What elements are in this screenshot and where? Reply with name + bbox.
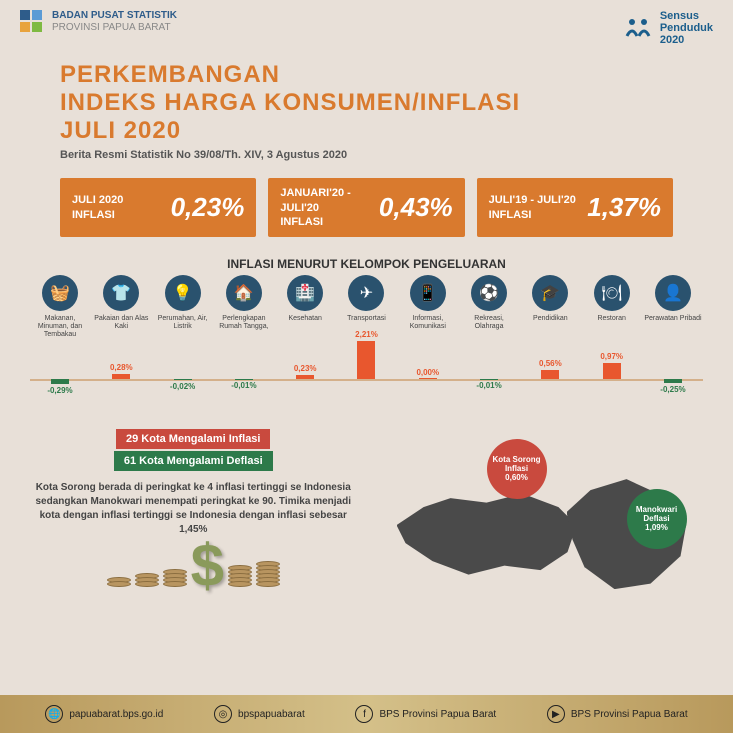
- category-icon: 🧺: [42, 275, 78, 311]
- footer-link[interactable]: ▶BPS Provinsi Papua Barat: [547, 705, 688, 723]
- category-item: 👕Pakaian dan Alas Kaki: [91, 275, 151, 333]
- map-dot-manokwari: Manokwari Deflasi 1,09%: [627, 489, 687, 549]
- bar-slot: -0,02%: [153, 339, 213, 419]
- footer-link[interactable]: ◎bpspapuabarat: [214, 705, 305, 723]
- category-icon: 📱: [410, 275, 446, 311]
- money-illustration: $: [30, 545, 357, 587]
- category-icon: 👤: [655, 275, 691, 311]
- footer-link[interactable]: 🌐papuabarat.bps.go.id: [45, 705, 163, 723]
- org-name-1: BADAN PUSAT STATISTIK: [52, 10, 177, 22]
- org-name-2: PROVINSI PAPUA BARAT: [52, 22, 177, 34]
- bar-slot: 0,56%: [520, 339, 580, 419]
- bar-slot: 0,00%: [398, 339, 458, 419]
- badge-inflasi: 29 Kota Mengalami Inflasi: [116, 429, 270, 449]
- category-icon: 🍽: [594, 275, 630, 311]
- chart-area: 🧺Makanan, Minuman, dan Tembakau👕Pakaian …: [0, 275, 733, 419]
- category-icon: 👕: [103, 275, 139, 311]
- category-icon: 💡: [165, 275, 201, 311]
- category-item: 🧺Makanan, Minuman, dan Tembakau: [30, 275, 90, 333]
- header: BADAN PUSAT STATISTIK PROVINSI PAPUA BAR…: [0, 0, 733, 56]
- bar-slot: 0,23%: [275, 339, 335, 419]
- category-item: 👤Perawatan Pribadi: [643, 275, 703, 333]
- summary-row: 29 Kota Mengalami Inflasi 61 Kota Mengal…: [0, 419, 733, 639]
- category-icon: 🎓: [532, 275, 568, 311]
- bar-slot: -0,01%: [459, 339, 519, 419]
- map-dot-sorong: Kota Sorong Inflasi 0,60%: [487, 439, 547, 499]
- subtitle: Berita Resmi Statistik No 39/08/Th. XIV,…: [60, 149, 673, 161]
- bps-logo: BADAN PUSAT STATISTIK PROVINSI PAPUA BAR…: [20, 10, 177, 34]
- category-icons: 🧺Makanan, Minuman, dan Tembakau👕Pakaian …: [30, 275, 703, 333]
- badge-deflasi: 61 Kota Mengalami Deflasi: [114, 451, 273, 471]
- category-icon: 🏠: [226, 275, 262, 311]
- bar-slot: 2,21%: [336, 339, 396, 419]
- footer: 🌐papuabarat.bps.go.id ◎bpspapuabarat fBPS …: [0, 695, 733, 733]
- category-item: ⚽Rekreasi, Olahraga: [459, 275, 519, 333]
- title-2: INDEKS HARGA KONSUMEN/INFLASI: [60, 89, 673, 117]
- category-item: 🍽Restoran: [582, 275, 642, 333]
- bar-slot: -0,01%: [214, 339, 274, 419]
- bar-slot: -0,29%: [30, 339, 90, 419]
- stat-boxes: JULI 2020INFLASI0,23%JANUARI'20 - JULI'2…: [0, 166, 733, 249]
- category-icon: ✈: [348, 275, 384, 311]
- map: Kota Sorong Inflasi 0,60% Manokwari Defl…: [377, 429, 704, 629]
- category-item: ✈Transportasi: [336, 275, 396, 333]
- category-icon: 🏥: [287, 275, 323, 311]
- stat-box: JULI 2020INFLASI0,23%: [60, 178, 256, 237]
- bar-slot: 0,97%: [582, 339, 642, 419]
- section-title: INFLASI MENURUT KELOMPOK PENGELUARAN: [0, 257, 733, 271]
- census-logo: Sensus Penduduk 2020: [624, 10, 713, 46]
- title-1: PERKEMBANGAN: [60, 61, 673, 89]
- stat-box: JANUARI'20 - JULI'20INFLASI0,43%: [268, 178, 464, 237]
- title-3: JULI 2020: [60, 117, 673, 145]
- bar-slot: 0,28%: [91, 339, 151, 419]
- summary-text: Kota Sorong berada di peringkat ke 4 inf…: [30, 481, 357, 537]
- category-item: 📱Informasi, Komunikasi: [398, 275, 458, 333]
- bar-slot: -0,25%: [643, 339, 703, 419]
- category-item: 🏠Perlengkapan Rumah Tangga,: [214, 275, 274, 333]
- census-icon: [624, 16, 654, 40]
- title-block: PERKEMBANGAN INDEKS HARGA KONSUMEN/INFLA…: [0, 56, 733, 166]
- stat-box: JULI'19 - JULI'20INFLASI1,37%: [477, 178, 673, 237]
- census-l1: Sensus: [660, 10, 713, 22]
- bps-logo-icon: [20, 10, 44, 34]
- census-l3: 2020: [660, 34, 713, 46]
- category-icon: ⚽: [471, 275, 507, 311]
- category-item: 💡Perumahan, Air, Listrik: [153, 275, 213, 333]
- footer-link[interactable]: fBPS Provinsi Papua Barat: [355, 705, 496, 723]
- category-item: 🎓Pendidikan: [520, 275, 580, 333]
- category-item: 🏥Kesehatan: [275, 275, 335, 333]
- census-l2: Penduduk: [660, 22, 713, 34]
- bar-chart: -0,29%0,28%-0,02%-0,01%0,23%2,21%0,00%-0…: [30, 339, 703, 419]
